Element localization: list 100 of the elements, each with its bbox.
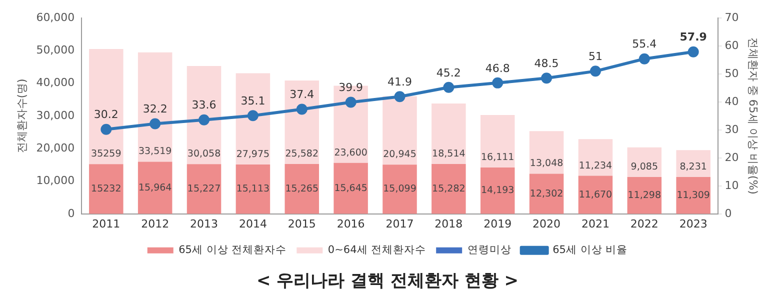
data-label: 11,234	[578, 160, 612, 172]
y2-tick-label: 50	[724, 66, 739, 80]
y-tick-label: 50,000	[36, 44, 75, 57]
point	[150, 118, 161, 130]
x-tick-label: 2013	[190, 217, 218, 230]
bar	[480, 114, 515, 168]
data-label: 18,514	[432, 148, 466, 160]
point	[394, 91, 406, 102]
y-tick-label: 60,000	[36, 10, 75, 24]
point	[443, 82, 454, 93]
legend-label: 연령미상	[467, 244, 512, 256]
data-label: 37.4	[290, 88, 314, 102]
text: < 우리나라 결핵 전체환자 현황 >	[256, 271, 519, 292]
data-label: 39.9	[338, 81, 364, 94]
x-tick-label: 2022	[630, 217, 658, 230]
legend-label: 0~64세 전체환자수	[328, 244, 426, 256]
data-label: 35259	[91, 148, 122, 160]
y2-tick-label: 0	[724, 206, 732, 220]
y2-axis-title: 전체환자 중 65세 이상 비율(%)	[746, 37, 760, 194]
point	[100, 124, 112, 135]
point	[247, 110, 258, 122]
point	[492, 77, 504, 88]
data-label: 32.2	[142, 102, 168, 116]
data-label: 9,085	[630, 161, 658, 172]
data-label: 48.5	[534, 57, 559, 70]
data-label: 15,964	[138, 182, 172, 194]
bar	[236, 73, 270, 165]
y-tick-label: 40,000	[36, 76, 75, 90]
data-label: 20,945	[383, 149, 416, 160]
bar	[676, 176, 710, 214]
y-tick-label: 30,000	[36, 108, 75, 122]
data-label: 15,099	[383, 184, 416, 195]
point	[296, 104, 308, 115]
bar	[382, 96, 417, 165]
bar	[284, 164, 320, 214]
data-label: 30.2	[94, 108, 118, 122]
data-label: 11,309	[676, 190, 710, 201]
data-label: 15232	[91, 184, 122, 195]
data-label: 13,048	[530, 158, 564, 170]
data-label: 15,113	[236, 184, 270, 195]
bar	[89, 49, 124, 164]
data-label: 41.9	[387, 76, 412, 88]
bar	[676, 150, 710, 177]
y2-tick-label: 20	[724, 150, 739, 164]
data-label: 51	[588, 50, 602, 64]
bar	[578, 139, 613, 176]
data-label: 27,975	[236, 149, 270, 160]
data-label: 46.8	[485, 62, 510, 75]
bar	[382, 164, 417, 214]
y-tick-label: 20,000	[36, 141, 75, 154]
bar	[236, 164, 270, 214]
bar	[186, 66, 222, 164]
data-label: 15,265	[285, 183, 319, 194]
data-label: 33.6	[192, 98, 216, 112]
data-label: 16,111	[480, 152, 514, 164]
x-tick-label: 2017	[386, 217, 414, 230]
x-tick-label: 2023	[679, 217, 708, 230]
point	[345, 96, 356, 108]
bar	[186, 164, 222, 214]
x-tick-label: 2011	[92, 217, 120, 230]
x-tick-label: 2021	[581, 217, 610, 230]
data-label: 11,298	[628, 190, 662, 201]
data-label: 55.4	[632, 38, 657, 51]
data-label: 8,231	[680, 161, 707, 172]
data-label: 14,193	[480, 185, 514, 196]
bar	[480, 168, 515, 214]
bar	[334, 162, 368, 214]
y2-tick-label: 70	[724, 10, 739, 24]
data-label: 25,582	[285, 148, 319, 160]
point	[590, 66, 601, 77]
bar	[578, 176, 613, 214]
data-label: 12,302	[530, 188, 564, 200]
x-tick-label: 2016	[336, 217, 365, 230]
bar	[284, 80, 320, 164]
data-label: 11,670	[578, 189, 612, 200]
y2-tick-label: 60	[724, 38, 739, 52]
data-label: 15,645	[334, 182, 368, 194]
y2-tick-label: 40	[724, 94, 739, 108]
y2-tick-label: 10	[724, 178, 739, 192]
bar	[529, 174, 564, 214]
point	[198, 114, 210, 126]
data-label: 30,058	[187, 148, 221, 160]
data-label: 35.1	[240, 94, 266, 108]
legend-label: 65세 이상 전체환자수	[178, 244, 287, 256]
x-tick-label: 2020	[532, 217, 561, 230]
data-label: 33,519	[138, 146, 172, 158]
point	[688, 46, 699, 58]
data-label: 57.9	[680, 30, 707, 44]
y-axis-title: 전체환자수(명)	[15, 78, 28, 154]
y-tick-label: 0	[68, 206, 75, 220]
x-tick-label: 2014	[238, 217, 267, 230]
bar	[432, 164, 466, 214]
point	[541, 72, 552, 84]
bar	[138, 52, 172, 162]
x-tick-label: 2019	[484, 217, 512, 230]
x-tick-label: 2012	[141, 217, 170, 230]
bar	[432, 104, 466, 164]
bar	[529, 131, 564, 174]
data-label: 23,600	[334, 147, 368, 158]
data-label: 15,282	[432, 183, 466, 194]
